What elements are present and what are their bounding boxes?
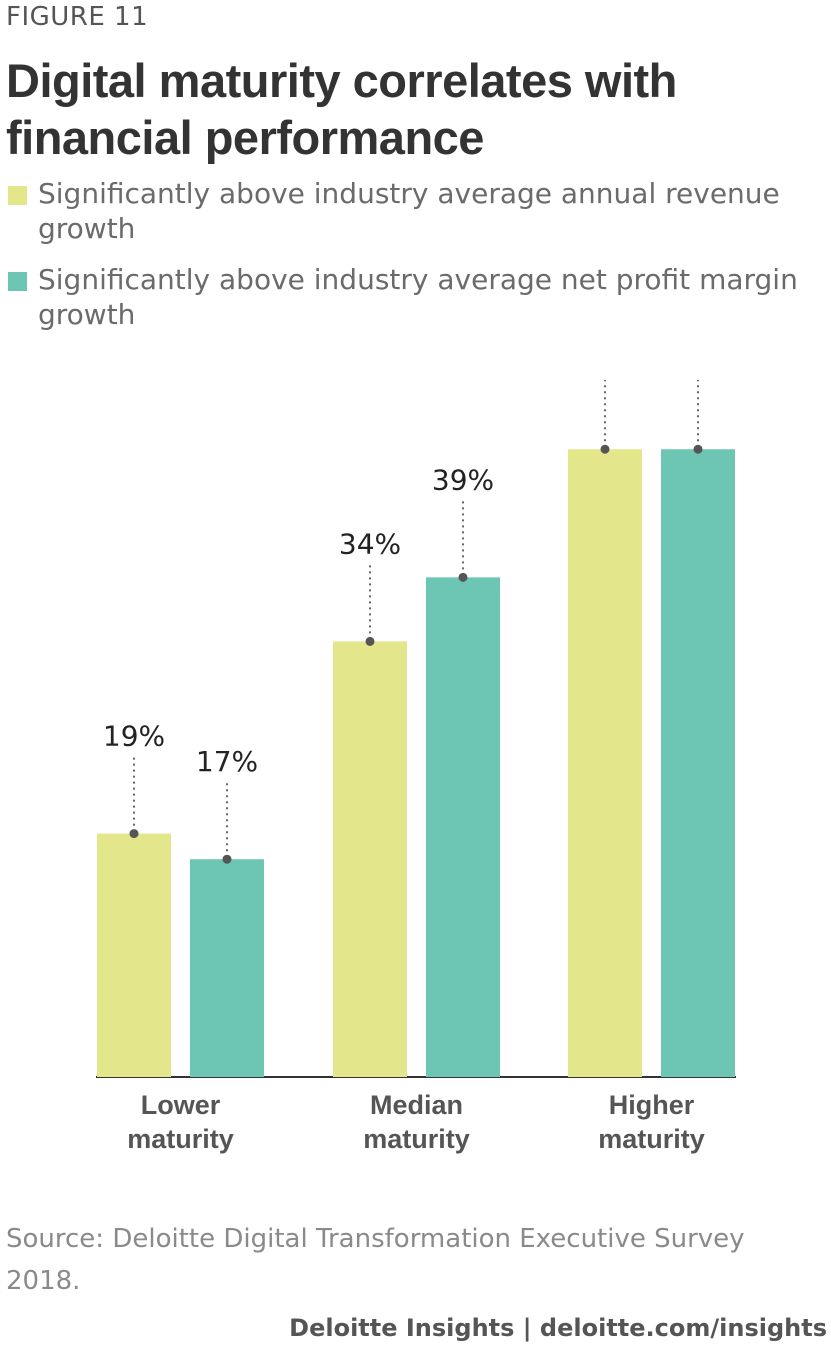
footer-separator: | <box>522 1314 532 1342</box>
legend-label-profit: Significantly above industry average net… <box>38 263 798 331</box>
footer-credit: Deloitte Insights | deloitte.com/insight… <box>289 1314 827 1342</box>
value-label-revenue-1: 19% <box>103 720 165 753</box>
source-note: Source: Deloitte Digital Transformation … <box>6 1224 745 1296</box>
bar-revenue-1 <box>97 833 171 1077</box>
category-label-3-line-2: maturity <box>598 1124 705 1154</box>
category-label-2-line-2: maturity <box>363 1124 470 1154</box>
bar-profit-1 <box>190 859 264 1077</box>
bar-revenue-3 <box>568 449 642 1077</box>
bar-profit-2 <box>426 577 500 1077</box>
leader-dot-revenue-3 <box>600 444 610 454</box>
category-label-1-line-1: Lower <box>141 1090 221 1120</box>
leader-dot-revenue-2 <box>365 636 375 646</box>
leader-dot-profit-3 <box>693 444 703 454</box>
legend-swatch-revenue <box>8 186 27 205</box>
category-label-1-line-2: maturity <box>127 1124 234 1154</box>
footer-url[interactable]: deloitte.com/insights <box>539 1314 827 1342</box>
value-label-profit-2: 39% <box>432 463 494 496</box>
chart-title: Digital maturity correlates with financi… <box>6 54 677 164</box>
bar-revenue-2 <box>333 641 407 1077</box>
bar-chart: 19%17%Lowermaturity34%39%Medianmaturity4… <box>96 380 736 1154</box>
legend-item-revenue: Significantly above industry average ann… <box>6 176 821 246</box>
category-label-2-line-1: Median <box>370 1090 463 1120</box>
leader-dot-revenue-1 <box>129 829 139 839</box>
figure-label: FIGURE 11 <box>6 2 149 32</box>
value-label-revenue-2: 34% <box>339 527 401 560</box>
legend-swatch-profit <box>8 272 27 291</box>
category-label-3-line-1: Higher <box>609 1090 695 1120</box>
legend-item-profit: Significantly above industry average net… <box>6 262 821 332</box>
footer-brand: Deloitte Insights <box>289 1314 515 1342</box>
leader-dot-profit-1 <box>222 854 232 864</box>
legend-label-revenue: Significantly above industry average ann… <box>38 177 780 245</box>
leader-dot-profit-2 <box>458 572 468 582</box>
bar-profit-3 <box>661 449 735 1077</box>
legend: Significantly above industry average ann… <box>6 176 821 348</box>
value-label-profit-1: 17% <box>196 745 258 778</box>
